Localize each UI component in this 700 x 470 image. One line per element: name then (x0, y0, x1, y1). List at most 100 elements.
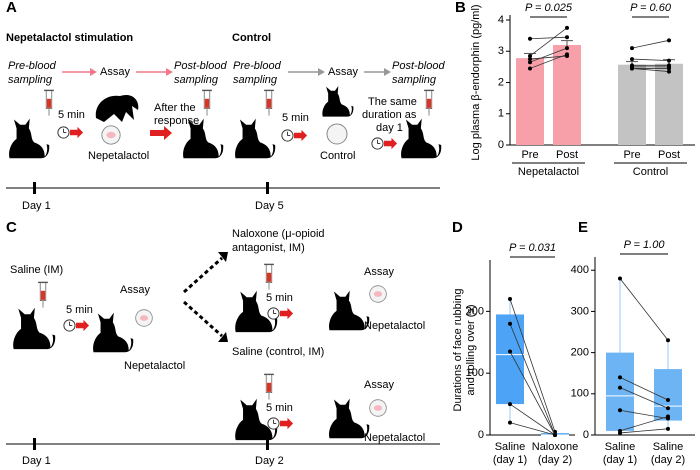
y-axis-label: Log plasma β-endorphin (pg/ml) (470, 4, 482, 160)
group-label: Nepetalactol (518, 166, 579, 178)
section-title: Nepetalactol stimulation (6, 32, 133, 44)
dish (369, 399, 387, 417)
step: Assay (120, 284, 150, 296)
pair-line (509, 422, 556, 436)
point (528, 60, 532, 65)
y-tick-label: 0 (583, 429, 589, 441)
x-tick-label: (day 1) (603, 454, 637, 466)
syringe (423, 89, 435, 117)
point (666, 426, 670, 431)
x-tick-label: (day 2) (651, 454, 685, 466)
arrowhead (90, 68, 97, 76)
point (565, 35, 569, 40)
dish (101, 125, 121, 145)
pair-line (619, 278, 669, 341)
x-tick-label: Saline (495, 441, 526, 453)
box (654, 369, 682, 421)
p-value: P = 0.025 (525, 2, 573, 14)
step: sampling (8, 74, 53, 86)
pair-line (509, 403, 556, 436)
stimulus: Nepetalactol (364, 320, 425, 332)
y-tick-label: 0 (498, 139, 504, 151)
branch-arrow (182, 300, 224, 338)
panel-letter: E (578, 219, 588, 236)
wait: 5 min (266, 402, 293, 414)
pair-line (529, 27, 568, 57)
step: Pre-blood (8, 60, 57, 72)
point (618, 375, 622, 380)
point (618, 430, 622, 435)
step: Assay (328, 66, 358, 78)
syringe (263, 373, 275, 401)
pair-line (619, 409, 669, 419)
syringe (201, 89, 213, 117)
note: response (154, 115, 199, 127)
pair-line (631, 58, 670, 62)
x-tick-label: Pre (521, 149, 538, 161)
bar (618, 64, 646, 145)
arrow (150, 126, 172, 140)
point (666, 338, 670, 343)
point (565, 25, 569, 30)
pair-line (619, 376, 669, 401)
point (553, 433, 557, 437)
point (508, 321, 512, 326)
timeline-tick (266, 438, 269, 450)
day: Day 1 (22, 455, 51, 467)
stimulus: Nepetalactol (124, 360, 185, 372)
p-value: P = 1.00 (624, 239, 666, 251)
y-tick-label: 3 (498, 45, 504, 57)
step: sampling (392, 74, 437, 86)
pair-line (619, 428, 669, 434)
day: Day 1 (22, 200, 51, 212)
treatment: antagonist, IM) (232, 242, 305, 254)
point (618, 385, 622, 390)
point (618, 276, 622, 281)
point (666, 406, 670, 411)
wait: 5 min (282, 112, 309, 124)
cat (9, 118, 50, 159)
p-value: P = 0.60 (630, 2, 672, 14)
x-tick-label: Post (556, 149, 578, 161)
stimulus: Nepetalactol (88, 150, 149, 162)
wait: 5 min (66, 304, 93, 316)
bar (655, 63, 683, 145)
timeline-tick (33, 438, 36, 450)
point (630, 66, 634, 71)
point (630, 57, 634, 62)
point (565, 52, 569, 57)
arrowhead (384, 68, 391, 76)
box (496, 314, 524, 405)
cat-rolling (95, 94, 139, 122)
wait: 5 min (266, 292, 293, 304)
bar (553, 45, 581, 145)
point (508, 297, 512, 301)
point (618, 408, 622, 413)
timer (63, 319, 90, 332)
step: sampling (174, 74, 219, 86)
stimulus: Nepetalactol (364, 432, 425, 444)
note: day 1 (376, 122, 403, 134)
y-tick-label: 400 (571, 264, 589, 276)
point (666, 414, 670, 419)
step: Assay (364, 379, 394, 391)
panel-letter: B (455, 0, 466, 16)
y-tick-label: 200 (466, 305, 484, 317)
bar (516, 58, 544, 145)
dish (326, 123, 348, 145)
pair-line (631, 68, 670, 72)
y-tick-label: 100 (466, 367, 484, 379)
p-value: P = 0.031 (509, 242, 556, 254)
point (630, 46, 634, 51)
pair-line (509, 298, 556, 433)
treatment: Naloxone (μ-opioid (232, 228, 325, 240)
cat (401, 118, 442, 159)
point (667, 38, 671, 43)
step: sampling (233, 74, 278, 86)
y-tick-label: 1 (498, 108, 504, 120)
y-tick-label: 300 (571, 305, 589, 317)
arrowhead (218, 252, 228, 262)
dish (135, 309, 153, 327)
point (528, 66, 532, 71)
